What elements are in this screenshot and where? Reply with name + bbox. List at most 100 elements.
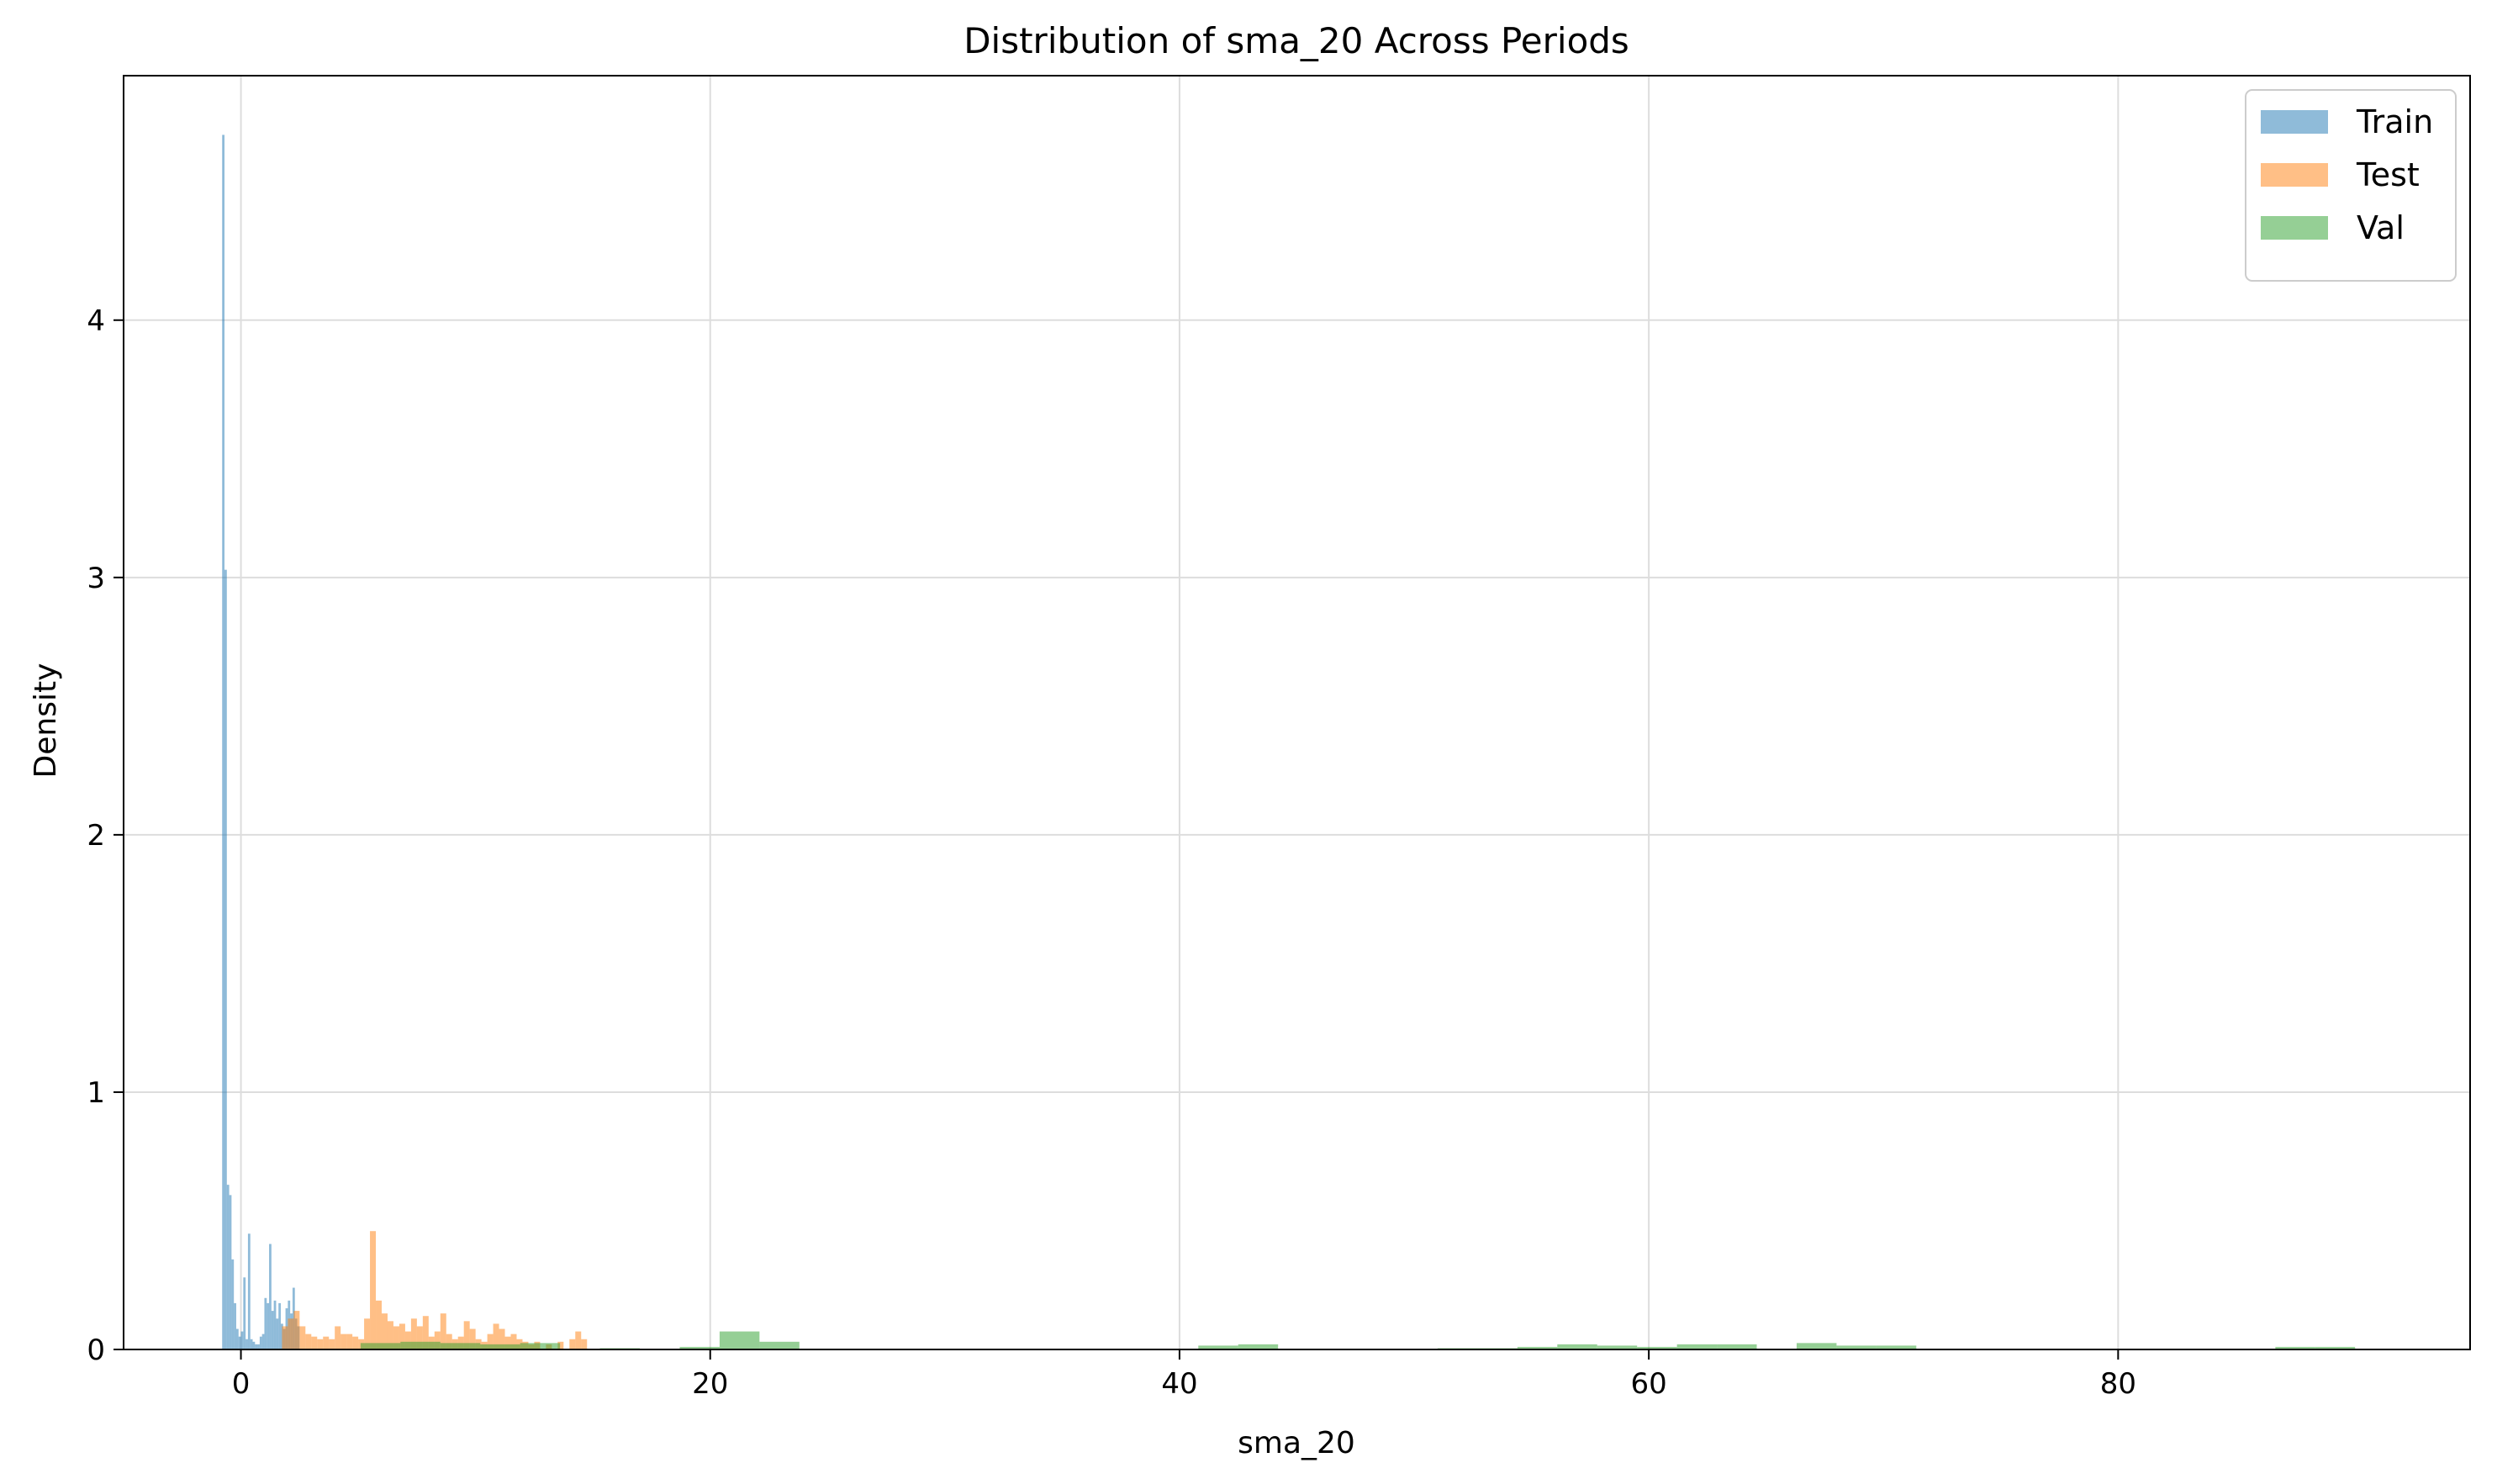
histogram-bar	[243, 1277, 246, 1349]
histogram-bar	[235, 1328, 239, 1349]
histogram-bar	[1676, 1344, 1718, 1349]
plot-frame	[123, 75, 2471, 1350]
histogram-bar	[269, 1244, 272, 1349]
x-tick-label: 40	[1161, 1367, 1197, 1401]
histogram-bar	[376, 1300, 383, 1349]
histogram-bar	[226, 1185, 230, 1349]
histogram-bar	[329, 1339, 335, 1349]
series-val	[360, 1331, 2356, 1349]
histogram-bar	[410, 1318, 417, 1349]
histogram-bar	[581, 1339, 588, 1349]
y-tick-label: 0	[87, 1333, 105, 1367]
histogram-bar	[1597, 1345, 1638, 1349]
histogram-bar	[229, 1195, 232, 1349]
histogram-bar	[250, 1339, 253, 1349]
histogram-bar	[2315, 1346, 2356, 1349]
histogram-bar	[231, 1259, 235, 1349]
legend-label: Test	[2356, 156, 2420, 193]
histogram-bar	[469, 1328, 476, 1349]
histogram-bar	[2275, 1346, 2315, 1349]
histogram-bar	[245, 1339, 248, 1349]
histogram-bar	[299, 1326, 306, 1349]
histogram-bar	[557, 1341, 564, 1349]
histogram-bar	[440, 1313, 446, 1349]
histogram-bar	[480, 1344, 520, 1349]
histogram-bar	[278, 1302, 281, 1349]
histogram-bar	[422, 1316, 429, 1349]
legend-label: Train	[2356, 103, 2433, 140]
histogram-bar	[1557, 1344, 1597, 1349]
histogram-bar	[569, 1339, 576, 1349]
histogram-bar	[1717, 1344, 1757, 1349]
y-tick-label: 4	[87, 304, 105, 338]
legend-label: Val	[2357, 209, 2405, 246]
y-tick-label: 1	[87, 1076, 105, 1110]
histogram-bar	[264, 1297, 267, 1349]
histogram-bar	[1238, 1344, 1279, 1349]
histogram-bar	[1637, 1346, 1677, 1349]
histogram-bar	[487, 1333, 494, 1349]
histogram-bar	[276, 1318, 279, 1349]
histogram-bar	[257, 1344, 260, 1349]
histogram-bar	[520, 1343, 561, 1349]
x-tick-label: 0	[232, 1367, 251, 1401]
x-axis-label: sma_20	[1238, 1426, 1355, 1460]
histogram-bar	[499, 1328, 505, 1349]
histogram-bar	[252, 1341, 256, 1349]
x-tick-label: 60	[1631, 1367, 1667, 1401]
x-tick-label: 20	[692, 1367, 728, 1401]
histogram-bar	[400, 1341, 441, 1349]
histogram-bar	[346, 1333, 353, 1349]
histogram-bar	[247, 1233, 251, 1349]
histogram-bar	[340, 1333, 347, 1349]
legend-swatch	[2261, 110, 2328, 134]
chart-title: Distribution of sma_20 Across Periods	[963, 20, 1629, 61]
histogram-bar	[393, 1326, 399, 1349]
histogram-bar	[1876, 1345, 1917, 1349]
histogram-bar	[261, 1333, 265, 1349]
histogram-bar	[493, 1323, 499, 1349]
histogram-bar	[305, 1333, 312, 1349]
histogram-bar	[317, 1339, 324, 1349]
histogram-bar	[387, 1321, 393, 1349]
histogram-bar	[234, 1302, 236, 1349]
histogram-bar	[416, 1326, 423, 1349]
histogram-bar	[282, 1326, 288, 1349]
y-tick-label: 3	[87, 562, 105, 595]
histogram-bar	[240, 1331, 244, 1349]
histogram-bar	[311, 1336, 318, 1349]
histogram-bar	[352, 1336, 359, 1349]
histogram-bar	[288, 1318, 294, 1349]
x-axis: 0 20 40 60 80	[232, 1349, 2136, 1401]
histogram-bar	[293, 1311, 300, 1349]
histogram-bar	[759, 1341, 800, 1349]
legend: Train Test Val	[2245, 89, 2457, 282]
histogram-bar	[434, 1331, 441, 1349]
histogram-bar	[360, 1343, 401, 1349]
histogram-bar	[404, 1331, 411, 1349]
histogram-bar	[255, 1344, 258, 1349]
histogram-bar	[271, 1311, 274, 1349]
histogram-bar	[1198, 1345, 1238, 1349]
histogram-bar	[238, 1336, 241, 1349]
x-tick-label: 80	[2100, 1367, 2136, 1401]
histogram-bar	[224, 569, 227, 1349]
bars-layer	[222, 135, 2356, 1350]
histogram-bar	[364, 1318, 371, 1349]
y-tick-label: 2	[87, 819, 105, 853]
histogram-bar	[267, 1302, 270, 1349]
histogram-bar	[575, 1331, 582, 1349]
histogram-bar	[273, 1300, 277, 1349]
histogram-bar	[679, 1346, 720, 1349]
histogram-bar	[504, 1336, 511, 1349]
histogram-bar	[446, 1333, 452, 1349]
histogram-bar	[399, 1323, 405, 1349]
histogram-bar	[463, 1321, 470, 1349]
legend-swatch	[2261, 163, 2328, 187]
histogram-bar	[510, 1333, 517, 1349]
histogram-bar	[222, 135, 225, 1350]
histogram-bar	[259, 1336, 262, 1349]
histogram-bar	[719, 1331, 760, 1349]
histogram-bar	[1836, 1345, 1877, 1349]
